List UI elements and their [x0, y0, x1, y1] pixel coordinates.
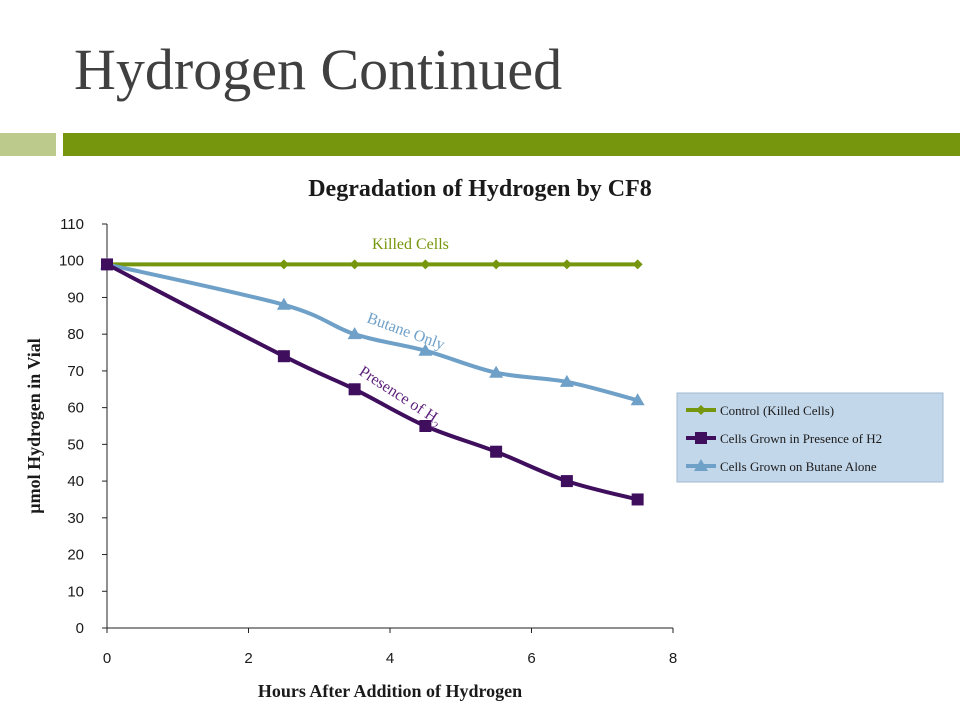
data-point — [418, 343, 433, 356]
x-tick-label: 0 — [103, 650, 111, 667]
x-tick-label: 4 — [386, 650, 394, 667]
data-point — [420, 259, 431, 270]
y-axis-title: µmol Hydrogen in Vial — [24, 338, 44, 514]
legend-label: Cells Grown in Presence of H2 — [720, 431, 882, 446]
data-point — [560, 475, 573, 488]
y-tick-label: 0 — [76, 620, 84, 637]
legend-entry-3: Cells Grown on Butane Alone — [686, 459, 877, 474]
y-tick-label: 10 — [67, 583, 84, 600]
legend-marker — [694, 459, 708, 471]
x-tick-label: 2 — [244, 650, 252, 667]
y-tick-label: 90 — [67, 289, 84, 306]
y-tick-label: 40 — [67, 473, 84, 490]
y-tick-label: 70 — [67, 363, 84, 380]
legend-label: Cells Grown on Butane Alone — [720, 459, 877, 474]
series-2 — [101, 258, 644, 506]
y-tick-label: 60 — [67, 400, 84, 417]
legend-label: Control (Killed Cells) — [720, 403, 834, 418]
x-tick-label: 6 — [527, 650, 535, 667]
chart-legend: Control (Killed Cells) Cells Grown in Pre… — [676, 392, 944, 483]
data-point — [489, 365, 504, 378]
title-accent-bar-dark — [63, 133, 960, 156]
data-point — [277, 350, 290, 363]
title-accent-bar-light — [0, 133, 56, 156]
legend-box — [676, 392, 944, 483]
data-point — [276, 297, 291, 310]
data-point — [630, 393, 645, 406]
y-tick-label: 20 — [67, 547, 84, 564]
data-point — [491, 259, 502, 270]
legend-entry-1: Control (Killed Cells) — [686, 403, 834, 418]
data-point — [278, 259, 289, 270]
data-point — [347, 327, 362, 340]
data-point — [490, 445, 503, 458]
data-point — [631, 493, 644, 506]
data-point — [349, 259, 360, 270]
data-point — [632, 259, 643, 270]
series-1 — [102, 259, 643, 270]
annotation-presence-subscript: 2 — [429, 420, 440, 433]
data-point — [101, 258, 113, 271]
y-tick-label: 100 — [59, 253, 84, 270]
x-tick-label: 8 — [669, 650, 677, 667]
data-point — [559, 374, 574, 387]
legend-entry-2: Cells Grown in Presence of H2 — [686, 431, 882, 446]
legend-marker — [696, 405, 706, 415]
chart-title: Degradation of Hydrogen by CF8 — [308, 176, 652, 202]
y-tick-label: 110 — [60, 216, 84, 233]
data-point — [419, 420, 432, 432]
legend-marker — [695, 432, 707, 444]
y-tick-label: 30 — [67, 510, 84, 527]
y-tick-label: 50 — [67, 436, 84, 453]
chart-series — [100, 257, 645, 506]
x-axis-title: Hours After Addition of Hydrogen — [258, 681, 522, 701]
slide-title: Hydrogen Continued — [74, 37, 563, 102]
annotation-killed-cells: Killed Cells — [372, 236, 449, 253]
data-point — [348, 383, 361, 396]
y-tick-label: 80 — [67, 326, 84, 343]
data-point — [561, 259, 572, 270]
